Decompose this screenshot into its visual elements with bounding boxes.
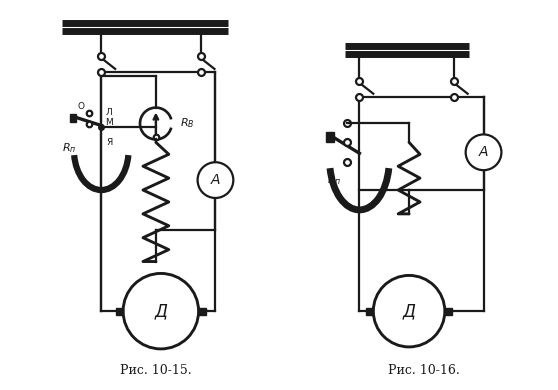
Text: М: М [105,118,113,127]
Text: A: A [479,145,488,159]
Circle shape [198,162,233,198]
Text: Рис. 10-16.: Рис. 10-16. [388,364,460,377]
Text: Л: Л [106,108,113,117]
Text: $R_B$: $R_B$ [180,117,194,130]
Circle shape [466,135,502,170]
Polygon shape [445,308,452,315]
Polygon shape [116,308,123,315]
Text: Я: Я [106,138,112,147]
Polygon shape [199,308,205,315]
Text: A: A [211,173,220,187]
Text: Д: Д [155,302,167,320]
Text: $R_п$: $R_п$ [62,142,77,155]
Text: О: О [78,102,85,111]
Polygon shape [70,113,76,122]
Polygon shape [367,308,373,315]
Polygon shape [326,133,334,142]
Text: $R_п$: $R_п$ [328,173,342,187]
Text: Рис. 10-15.: Рис. 10-15. [120,364,192,377]
Text: Д: Д [402,302,416,320]
